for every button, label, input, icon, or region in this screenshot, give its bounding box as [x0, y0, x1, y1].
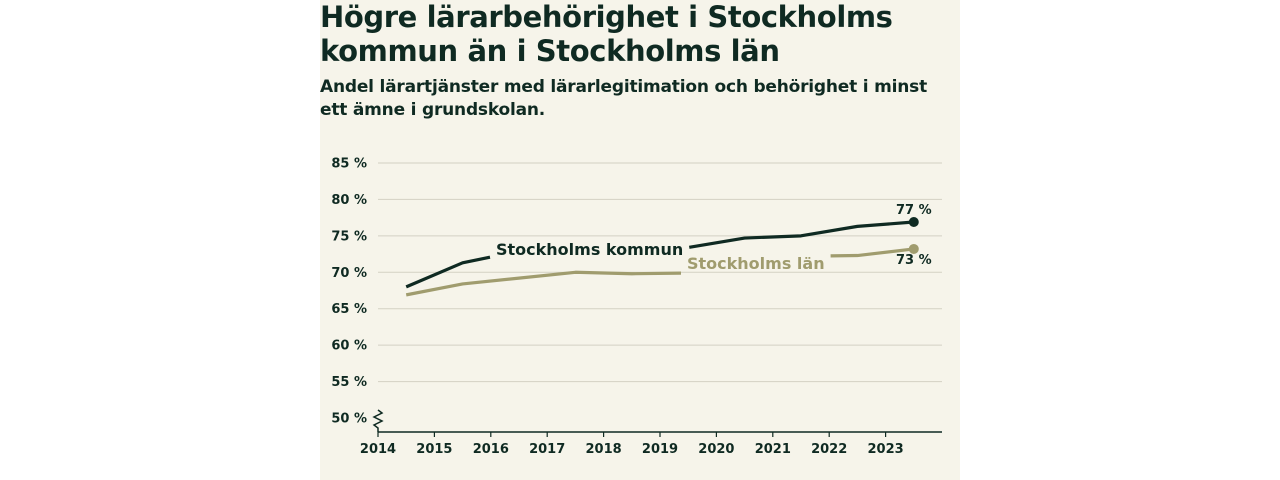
series-line	[688, 220, 914, 249]
series-endpoint	[908, 243, 919, 254]
series-lines	[405, 217, 919, 297]
x-tick-label: 2022	[811, 442, 847, 457]
x-tick-label: 2015	[416, 442, 452, 457]
x-tick-label: 2020	[698, 442, 734, 457]
chart-title: Högre lärarbehörighet i Stockholms kommu…	[320, 0, 893, 68]
end-value-label: 73 %	[896, 253, 932, 268]
x-tick-label: 2019	[642, 442, 678, 457]
x-tick-label: 2014	[360, 442, 396, 457]
series-line	[830, 247, 914, 258]
x-tick-label: 2021	[755, 442, 791, 457]
chart-panel: Högre lärarbehörighet i Stockholms kommu…	[320, 0, 960, 480]
axis-break-mark	[372, 409, 384, 432]
y-tick-label: 55 %	[331, 375, 367, 390]
series-label: Stockholms län	[687, 254, 825, 273]
chart-subtitle: Andel lärartjänster med lärarlegitimatio…	[320, 77, 928, 120]
y-tick-label: 60 %	[331, 339, 367, 354]
series-labels: Stockholms kommun 77 % Stockholms län 73 %	[496, 203, 932, 273]
series-line	[405, 255, 491, 289]
y-tick-label: 75 %	[331, 229, 367, 244]
series-label: Stockholms kommun	[496, 240, 683, 259]
x-tick-label: 2016	[473, 442, 509, 457]
y-tick-label: 80 %	[331, 193, 367, 208]
y-tick-label: 50 %	[331, 412, 367, 427]
y-tick-label: 65 %	[331, 302, 367, 317]
x-tick-label: 2017	[529, 442, 565, 457]
x-axis-ticks: 2014 2015 2016 2017 2018 2019 2020 2021 2022 2023	[360, 432, 904, 457]
x-tick-label: 2023	[868, 442, 904, 457]
x-tick-label: 2018	[586, 442, 622, 457]
end-value-label: 77 %	[896, 203, 932, 218]
series-line	[405, 270, 682, 297]
y-tick-label: 70 %	[331, 266, 367, 281]
series-endpoint	[908, 217, 919, 228]
y-axis-tick-labels: 50 % 55 % 60 % 65 % 70 % 75 % 80 % 85 %	[331, 157, 367, 427]
y-tick-label: 85 %	[331, 157, 367, 172]
line-chart: 50 %55 %60 %65 %70 %75 %80 %85 % 2014 201…	[331, 157, 942, 457]
